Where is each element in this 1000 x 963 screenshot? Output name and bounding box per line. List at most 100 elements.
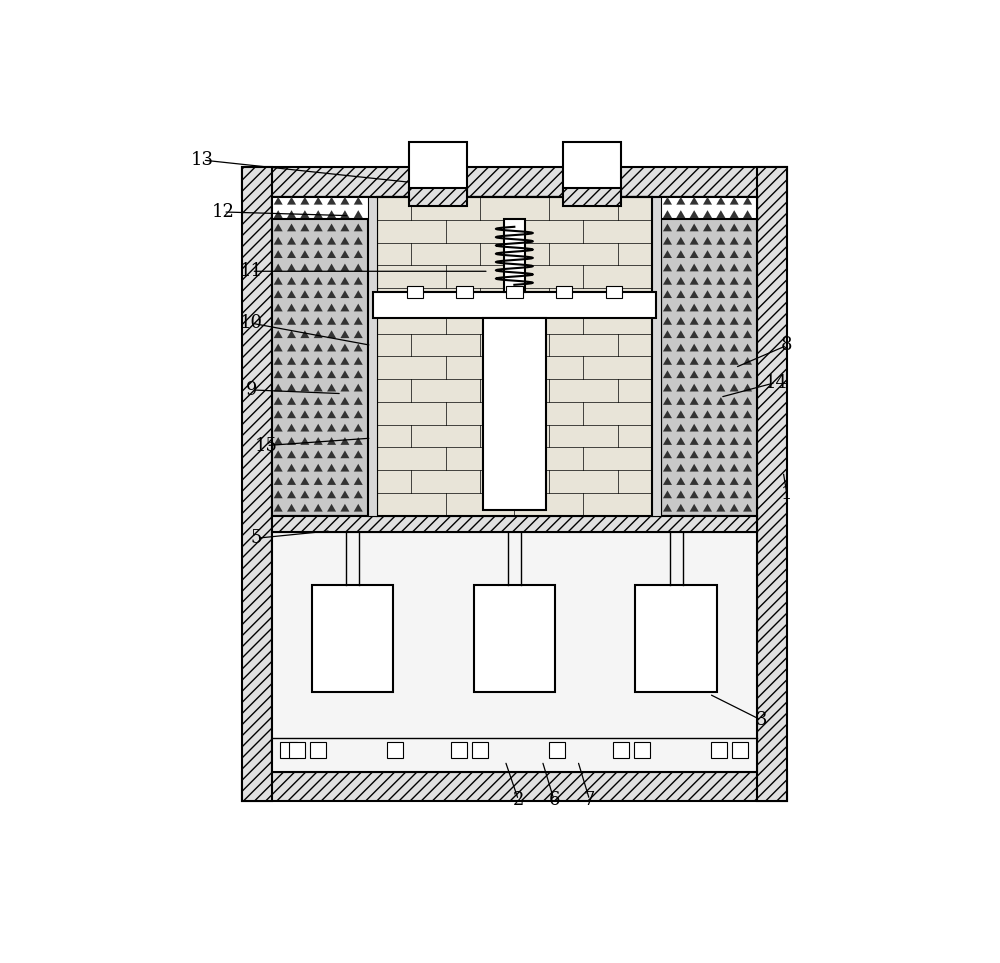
Polygon shape: [743, 464, 752, 472]
Polygon shape: [716, 371, 725, 378]
Polygon shape: [730, 210, 739, 218]
Polygon shape: [703, 317, 712, 325]
Polygon shape: [676, 250, 685, 258]
Polygon shape: [676, 303, 685, 311]
Polygon shape: [300, 383, 309, 392]
Polygon shape: [300, 477, 309, 485]
Polygon shape: [354, 237, 363, 245]
Polygon shape: [730, 290, 739, 299]
Polygon shape: [314, 223, 323, 231]
Polygon shape: [287, 344, 296, 351]
Polygon shape: [703, 223, 712, 231]
Polygon shape: [730, 357, 739, 365]
Polygon shape: [274, 330, 283, 338]
Polygon shape: [676, 357, 685, 365]
Polygon shape: [300, 490, 309, 498]
Polygon shape: [274, 371, 283, 378]
Polygon shape: [676, 290, 685, 299]
Polygon shape: [327, 250, 336, 258]
Polygon shape: [340, 317, 349, 325]
Polygon shape: [690, 264, 699, 272]
Polygon shape: [716, 437, 725, 445]
Polygon shape: [340, 210, 349, 218]
Bar: [409, 142, 467, 197]
Polygon shape: [287, 264, 296, 272]
Polygon shape: [663, 196, 672, 204]
Polygon shape: [300, 264, 309, 272]
Bar: [312, 585, 393, 692]
Polygon shape: [354, 490, 363, 498]
Text: 7: 7: [584, 791, 595, 809]
Polygon shape: [300, 303, 309, 311]
Polygon shape: [340, 277, 349, 285]
Polygon shape: [274, 424, 283, 431]
Polygon shape: [287, 383, 296, 392]
Polygon shape: [314, 277, 323, 285]
Polygon shape: [730, 317, 739, 325]
Polygon shape: [730, 437, 739, 445]
Polygon shape: [663, 290, 672, 299]
Polygon shape: [663, 410, 672, 418]
Bar: [272, 197, 368, 516]
Polygon shape: [327, 303, 336, 311]
Polygon shape: [300, 196, 309, 204]
Polygon shape: [743, 397, 752, 404]
Polygon shape: [327, 477, 336, 485]
Polygon shape: [690, 437, 699, 445]
Polygon shape: [676, 424, 685, 431]
Bar: [732, 742, 748, 759]
Text: 6: 6: [548, 791, 560, 809]
Polygon shape: [676, 437, 685, 445]
Polygon shape: [300, 410, 309, 418]
Polygon shape: [340, 397, 349, 404]
Polygon shape: [327, 490, 336, 498]
Polygon shape: [676, 330, 685, 338]
Polygon shape: [274, 344, 283, 351]
Bar: [606, 286, 622, 299]
Polygon shape: [703, 264, 712, 272]
Polygon shape: [730, 303, 739, 311]
Bar: [635, 585, 717, 692]
Polygon shape: [340, 303, 349, 311]
Polygon shape: [340, 477, 349, 485]
Polygon shape: [274, 196, 283, 204]
Polygon shape: [690, 250, 699, 258]
Polygon shape: [690, 210, 699, 218]
Polygon shape: [730, 490, 739, 498]
Polygon shape: [314, 464, 323, 472]
Polygon shape: [703, 330, 712, 338]
Polygon shape: [287, 451, 296, 458]
Bar: [483, 318, 546, 509]
Polygon shape: [314, 357, 323, 365]
Polygon shape: [314, 397, 323, 404]
Polygon shape: [703, 424, 712, 431]
Polygon shape: [743, 504, 752, 511]
Polygon shape: [340, 330, 349, 338]
Polygon shape: [287, 397, 296, 404]
Polygon shape: [274, 210, 283, 218]
Text: 5: 5: [251, 530, 262, 547]
Bar: [272, 532, 757, 771]
Polygon shape: [300, 504, 309, 511]
Polygon shape: [314, 237, 323, 245]
Polygon shape: [300, 371, 309, 378]
Polygon shape: [716, 210, 725, 218]
Polygon shape: [730, 397, 739, 404]
Text: 14: 14: [764, 374, 787, 392]
Polygon shape: [287, 210, 296, 218]
Polygon shape: [300, 223, 309, 231]
Polygon shape: [354, 451, 363, 458]
Polygon shape: [730, 371, 739, 378]
Polygon shape: [703, 477, 712, 485]
Polygon shape: [716, 451, 725, 458]
Polygon shape: [287, 317, 296, 325]
Polygon shape: [354, 410, 363, 418]
Polygon shape: [716, 504, 725, 511]
Polygon shape: [690, 477, 699, 485]
Polygon shape: [340, 250, 349, 258]
Polygon shape: [703, 250, 712, 258]
Polygon shape: [354, 477, 363, 485]
Polygon shape: [354, 383, 363, 392]
Polygon shape: [716, 330, 725, 338]
Polygon shape: [340, 410, 349, 418]
